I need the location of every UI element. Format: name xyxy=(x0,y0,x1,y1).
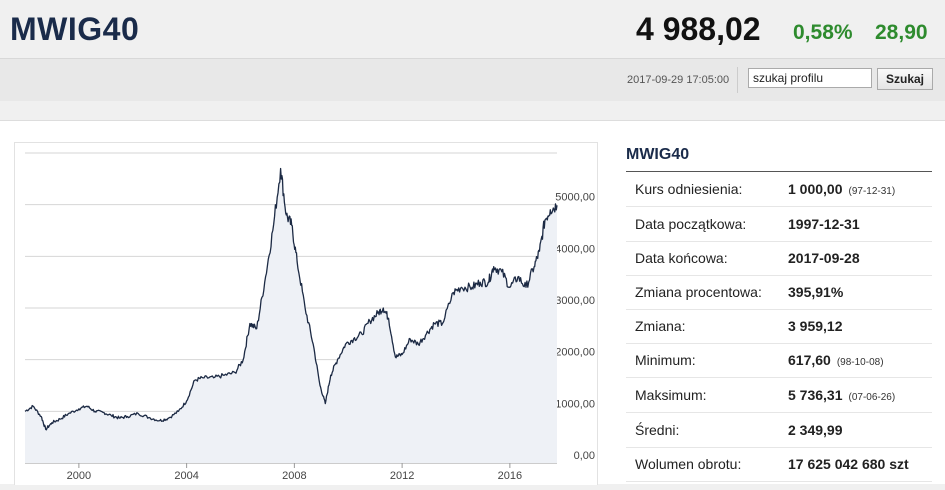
stat-label: Zmiana procentowa: xyxy=(635,284,762,300)
stat-row-change: Zmiana: 3 959,12 xyxy=(626,309,932,344)
panel-title-divider xyxy=(626,171,932,172)
x-tick-label: 2012 xyxy=(390,470,414,482)
stat-value: 395,91% xyxy=(788,284,844,300)
stat-row-change-percent: Zmiana procentowa: 395,91% xyxy=(626,275,932,310)
stat-value: 17 625 042 680 szt xyxy=(788,456,909,472)
panel-title: MWIG40 xyxy=(626,146,690,163)
y-tick-label: 4000,00 xyxy=(555,243,595,255)
quote-header: MWIG40 4 988,02 0,58% 28,90 xyxy=(0,0,945,58)
change-percent: 0,58% xyxy=(793,21,853,44)
stat-value: 2 349,99 xyxy=(788,422,843,438)
stat-value-text: 617,60 xyxy=(788,352,831,368)
stat-value: 2017-09-28 xyxy=(788,250,860,266)
price-series-line xyxy=(24,167,558,431)
stat-value: 617,60 (98-10-08) xyxy=(788,352,884,368)
stat-label: Średni: xyxy=(635,422,680,438)
main-content: 0,00 1000,00 2000,00 3000,00 4000,00 5000,00 2… xyxy=(0,120,945,485)
y-tick-label: 3000,00 xyxy=(555,295,595,307)
search-button[interactable]: Szukaj xyxy=(877,68,933,90)
stat-row-end-date: Data końcowa: 2017-09-28 xyxy=(626,241,932,276)
y-tick-label: 0,00 xyxy=(574,450,595,462)
stat-row-average: Średni: 2 349,99 xyxy=(626,413,932,448)
stat-value-text: 1 000,00 xyxy=(788,181,843,197)
stat-label: Wolumen obrotu: xyxy=(635,456,742,472)
stat-label: Minimum: xyxy=(635,352,696,368)
stat-value: 3 959,12 xyxy=(788,318,843,334)
stat-date: (98-10-08) xyxy=(836,357,884,368)
y-tick-label: 5000,00 xyxy=(555,192,595,204)
stat-row-volume: Wolumen obrotu: 17 625 042 680 szt xyxy=(626,447,932,482)
stat-value: 1997-12-31 xyxy=(788,216,860,232)
stat-date: (97-12-31) xyxy=(848,186,896,197)
quote-timestamp: 2017-09-29 17:05:00 xyxy=(627,74,730,86)
stat-value-text: 5 736,31 xyxy=(788,387,843,403)
price-chart[interactable]: 0,00 1000,00 2000,00 3000,00 4000,00 5000,00 2… xyxy=(14,142,598,485)
change-absolute: 28,90 xyxy=(875,21,928,44)
stat-label: Zmiana: xyxy=(635,318,686,334)
price-chart-svg: 0,00 1000,00 2000,00 3000,00 4000,00 5000,00 2… xyxy=(24,152,595,482)
search-toolbar: 2017-09-29 17:05:00 Szukaj xyxy=(0,58,945,101)
price-area-fill xyxy=(25,168,557,463)
search-profile-input[interactable] xyxy=(748,68,872,88)
stat-label: Kurs odniesienia: xyxy=(635,181,743,197)
x-tick-label: 2008 xyxy=(282,470,306,482)
stat-label: Maksimum: xyxy=(635,387,707,403)
y-tick-label: 1000,00 xyxy=(555,398,595,410)
x-tick-label: 2004 xyxy=(174,470,198,482)
stat-row-reference: Kurs odniesienia: 1 000,00 (97-12-31) xyxy=(626,172,932,207)
stat-row-maximum: Maksimum: 5 736,31 (07-06-26) xyxy=(626,378,932,413)
index-price: 4 988,02 xyxy=(636,11,761,47)
stat-label: Data początkowa: xyxy=(635,216,747,232)
toolbar-divider xyxy=(737,67,738,93)
x-tick-label: 2000 xyxy=(67,470,91,482)
index-ticker: MWIG40 xyxy=(10,11,140,47)
stat-row-minimum: Minimum: 617,60 (98-10-08) xyxy=(626,343,932,378)
stat-date: (07-06-26) xyxy=(848,392,896,403)
stat-value: 1 000,00 (97-12-31) xyxy=(788,181,895,197)
x-tick-label: 2016 xyxy=(498,470,522,482)
stat-label: Data końcowa: xyxy=(635,250,728,266)
stat-row-start-date: Data początkowa: 1997-12-31 xyxy=(626,207,932,242)
stat-value: 5 736,31 (07-06-26) xyxy=(788,387,895,403)
y-tick-label: 2000,00 xyxy=(555,347,595,359)
